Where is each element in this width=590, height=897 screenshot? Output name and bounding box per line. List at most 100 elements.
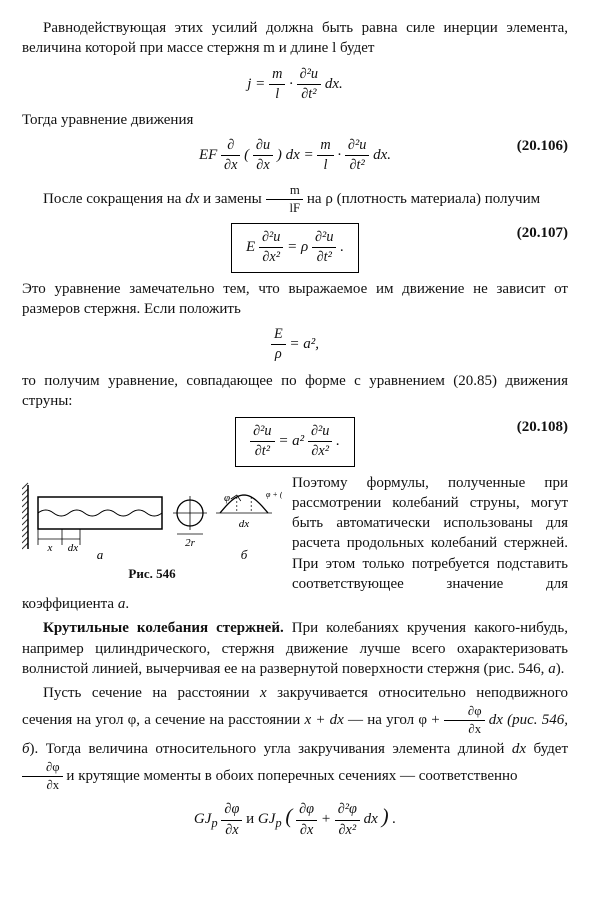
f: E — [271, 325, 286, 345]
t: p — [275, 816, 281, 830]
t: dx — [512, 741, 526, 757]
f: ∂t² — [345, 156, 369, 175]
t: = ρ — [287, 239, 312, 255]
t: . — [392, 811, 396, 827]
t: dx — [185, 191, 199, 207]
f: ∂ — [221, 136, 240, 156]
para-2: Тогда уравнение движения — [22, 110, 568, 130]
t: . — [125, 596, 129, 612]
f: ∂t² — [312, 248, 336, 267]
f: lF — [266, 200, 304, 217]
f: ∂²u — [312, 228, 336, 248]
t: x + dx — [304, 712, 343, 728]
eq-108: ∂²u∂t² = a² ∂²u∂x² . (20.108) — [22, 417, 568, 466]
eq-a2: Eρ = a², — [22, 325, 568, 364]
f: ∂²u — [297, 65, 321, 85]
t: GJ — [194, 811, 212, 827]
f: ∂²u — [345, 136, 369, 156]
t: EF — [199, 147, 221, 163]
eq-106: EF ∂∂x ( ∂u∂x ) dx = ml · ∂²u∂t² dx. (20… — [22, 136, 568, 175]
svg-text:б: б — [241, 547, 248, 562]
svg-text:2r: 2r — [185, 537, 196, 549]
svg-text:φ: φ — [224, 492, 230, 504]
f: ∂φ — [444, 703, 485, 721]
t: и крутящие моменты в обоих поперечных се… — [63, 768, 518, 784]
para-3: После сокращения на dx и замены mlF на ρ… — [22, 182, 568, 217]
figure-caption: Рис. 546 — [22, 565, 282, 583]
t: ( — [285, 804, 292, 828]
f: m — [269, 65, 285, 85]
f: ∂x² — [308, 442, 332, 461]
eq-j: j = ml · ∂²u∂t² dx. — [22, 65, 568, 104]
para-7: Крутильные колебания стержней. При колеб… — [22, 618, 568, 679]
f: ∂x² — [335, 821, 360, 840]
eq-num-108: (20.108) — [517, 417, 568, 437]
t: а — [548, 661, 556, 677]
svg-text:φ + (∂φ/∂x) dx: φ + (∂φ/∂x) dx — [266, 490, 282, 499]
f: ∂x — [22, 777, 63, 794]
svg-text:x: x — [47, 542, 53, 554]
t: Пусть сечение на расстоянии — [43, 685, 260, 701]
t: x — [260, 685, 267, 701]
t: и замены — [199, 191, 265, 207]
svg-text:dx: dx — [68, 542, 79, 554]
t: GJ — [258, 811, 276, 827]
f: ∂u — [253, 136, 273, 156]
para-4: Это уравнение замечательно тем, что выра… — [22, 279, 568, 320]
para-5: то получим уравнение, совпадающее по фор… — [22, 371, 568, 412]
f: l — [269, 85, 285, 104]
f: ∂x — [296, 821, 317, 840]
t: и — [246, 811, 258, 827]
t: + — [321, 811, 335, 827]
f: ∂φ — [221, 800, 242, 820]
eq-gj: GJp ∂φ∂x и GJp ( ∂φ∂x + ∂²φ∂x² dx ) . — [22, 800, 568, 839]
t: ) — [277, 147, 282, 163]
para-8: Пусть сечение на расстоянии x закручивае… — [22, 683, 568, 794]
t: · — [289, 76, 293, 92]
t: = a², — [289, 336, 319, 352]
svg-text:а: а — [97, 547, 104, 562]
t: dx. — [373, 147, 391, 163]
figure-546-svg: x dx а 2r φ φ + (∂φ/∂x) dx dx б — [22, 477, 282, 563]
t: = a² — [278, 433, 308, 449]
t: dx (рис. 546, — [485, 712, 568, 728]
f: ∂φ — [296, 800, 317, 820]
t: p — [211, 816, 217, 830]
f: ∂²u — [250, 422, 274, 442]
f: m — [266, 182, 304, 200]
subhead: Крутильные колебания стержней. — [43, 620, 284, 636]
t: — на угол φ + — [344, 712, 444, 728]
f: ∂φ — [22, 759, 63, 777]
t: . — [336, 433, 340, 449]
eq-j-lhs: j = — [247, 76, 265, 92]
t: · — [337, 147, 341, 163]
figure-546: x dx а 2r φ φ + (∂φ/∂x) dx dx б Рис. 546 — [22, 477, 282, 583]
f: ∂²φ — [335, 800, 360, 820]
f: m — [317, 136, 333, 156]
f: ∂x² — [259, 248, 283, 267]
t: E — [246, 239, 259, 255]
f: ∂x — [221, 156, 240, 175]
f: ∂²u — [308, 422, 332, 442]
f: ∂t² — [250, 442, 274, 461]
t: . — [340, 239, 344, 255]
para-1: Равнодействующая этих усилий должна быть… — [22, 18, 568, 59]
eq-num-106: (20.106) — [517, 136, 568, 156]
svg-text:dx: dx — [239, 518, 250, 530]
t: ). — [556, 661, 565, 677]
f: ∂x — [444, 721, 485, 738]
t: ( — [244, 147, 249, 163]
t: будет — [526, 741, 568, 757]
t: dx. — [325, 76, 343, 92]
t: на ρ (плотность материала) получим — [303, 191, 540, 207]
t: б — [22, 741, 30, 757]
t: После сокращения на — [43, 191, 185, 207]
f: l — [317, 156, 333, 175]
t: dx — [364, 811, 378, 827]
f: ∂t² — [297, 85, 321, 104]
eq-num-107: (20.107) — [517, 223, 568, 243]
f: ∂x — [221, 821, 242, 840]
t: dx = — [286, 147, 318, 163]
f: ∂x — [253, 156, 273, 175]
t: ) — [382, 804, 389, 828]
